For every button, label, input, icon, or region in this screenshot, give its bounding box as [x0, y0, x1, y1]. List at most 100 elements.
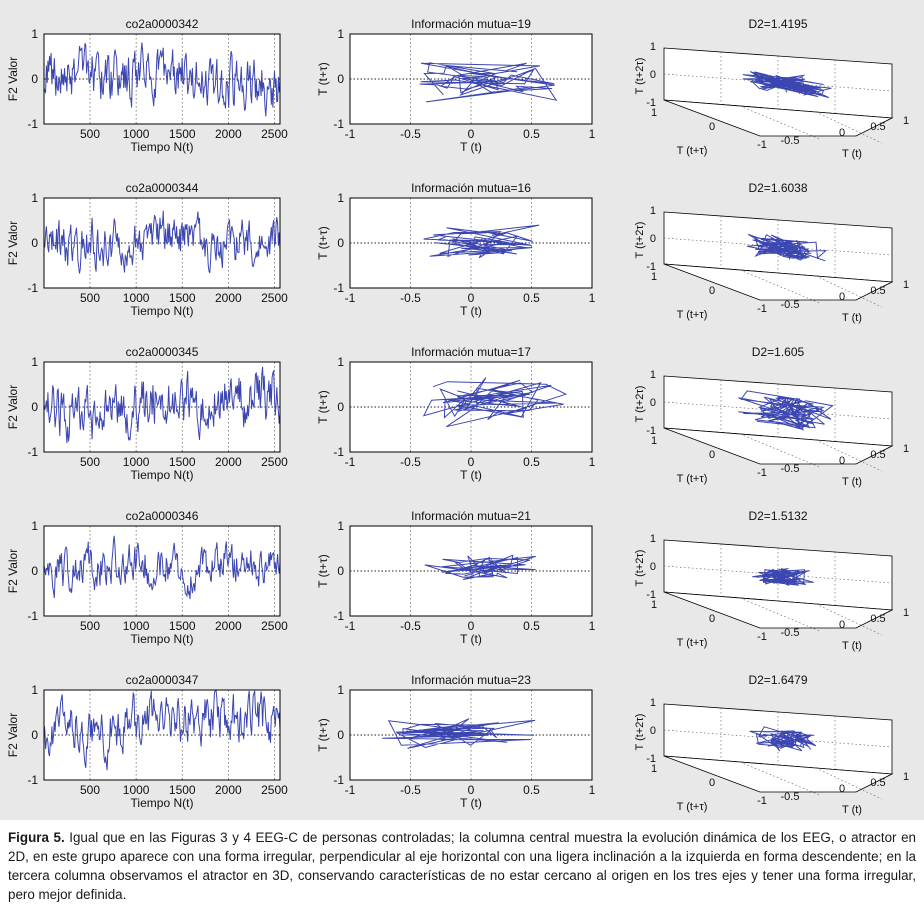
x-tick-label: -1 — [757, 467, 767, 479]
y-tick-label: 0 — [31, 236, 38, 250]
y-tick-label: 0 — [839, 455, 845, 467]
y-tick-label: 0 — [839, 783, 845, 795]
y-tick-label: 0.5 — [870, 777, 885, 789]
series-line — [43, 366, 281, 444]
y-axis-label: F2 Valor — [6, 385, 20, 429]
y-tick-label: 0 — [31, 72, 38, 86]
y-tick-label: -0.5 — [781, 791, 800, 803]
y-axis-label: F2 Valor — [6, 57, 20, 101]
series-line — [43, 42, 281, 117]
attractor-2d-chart: -1 -0.5 0 0.5 1 1 0 -1 Información mutua=16 T (t)… — [316, 181, 596, 318]
z-axis-label: T (t) — [842, 804, 862, 816]
x-tick-label: 1500 — [169, 619, 196, 633]
chart-title: co2a0000344 — [126, 181, 199, 195]
caption-text: Igual que en las Figuras 3 y 4 EEG-C de … — [8, 830, 916, 902]
y-tick-label: -0.5 — [781, 135, 800, 147]
y-tick-label: -1 — [333, 445, 344, 459]
z-axis-label: T (t) — [842, 476, 862, 488]
x-tick-label: 1 — [589, 783, 596, 797]
x-tick-label: 0 — [709, 777, 715, 789]
y-tick-label: -1 — [333, 773, 344, 787]
grid-line — [739, 597, 821, 632]
x-tick-label: 1500 — [169, 783, 196, 797]
y-tick-label: 1 — [337, 355, 344, 369]
y-tick-label: 0.5 — [870, 285, 885, 297]
chart-title: D2=1.5132 — [748, 509, 807, 523]
figure-caption: Figura 5. Igual que en las Figuras 3 y 4… — [8, 828, 916, 904]
x-tick-label: 0.5 — [523, 291, 540, 305]
y-axis-label: T (t+τ) — [316, 226, 330, 260]
x-tick-label: -1 — [757, 795, 767, 807]
x-axis-label: T (t+τ) — [677, 801, 708, 813]
y-tick-label: 1 — [31, 27, 38, 41]
x-tick-label: -1 — [345, 291, 356, 305]
grid-line — [739, 105, 821, 140]
x-tick-label: -0.5 — [400, 291, 421, 305]
eeg-timeseries-chart: 500 1000 1500 2000 2500 1 0 -1 co2a0000346 Tiempo… — [6, 509, 288, 646]
y-tick-label: 0 — [31, 728, 38, 742]
series-line — [382, 718, 536, 749]
x-tick-label: 1 — [589, 619, 596, 633]
x-axis-label: T (t+τ) — [677, 309, 708, 321]
series-line — [742, 71, 832, 99]
y-tick-label: -1 — [27, 445, 38, 459]
x-tick-label: 0 — [709, 613, 715, 625]
x-tick-label: 1 — [651, 599, 657, 611]
grid-line — [739, 761, 821, 796]
x-tick-label: 1000 — [123, 291, 150, 305]
y-tick-label: -1 — [333, 117, 344, 131]
chart-title: Información mutua=16 — [411, 181, 531, 195]
y-axis-label: T (t+2τ) — [634, 550, 646, 587]
y-tick-label: 0 — [839, 127, 845, 139]
plot-frame — [43, 525, 281, 617]
y-tick-label: 0 — [337, 236, 344, 250]
plot-frame — [349, 689, 593, 781]
y-tick-label: 1 — [337, 27, 344, 41]
x-tick-label: 1000 — [123, 455, 150, 469]
x-tick-label: 1500 — [169, 127, 196, 141]
x-tick-label: -0.5 — [400, 127, 421, 141]
z-tick-label: 0 — [650, 69, 656, 81]
y-axis-label: F2 Valor — [6, 713, 20, 757]
x-axis-label: T (t) — [460, 632, 482, 646]
z-tick-label: 1 — [650, 697, 656, 709]
y-tick-label: -1 — [27, 609, 38, 623]
x-tick-label: 2000 — [215, 783, 242, 797]
y-tick-label: 0 — [839, 291, 845, 303]
grid-line — [815, 275, 882, 308]
z-tick-label: -1 — [646, 97, 656, 109]
chart-title: co2a0000346 — [126, 509, 199, 523]
z-tick-label: 0 — [650, 561, 656, 573]
y-tick-label: 0.5 — [870, 449, 885, 461]
y-axis-label: F2 Valor — [6, 221, 20, 265]
x-tick-label: 2000 — [215, 291, 242, 305]
y-tick-label: 1 — [337, 683, 344, 697]
x-axis-label: Tiempo N(t) — [131, 304, 194, 318]
grid-line — [815, 111, 882, 144]
x-axis-label: T (t+τ) — [677, 473, 708, 485]
chart-title: Información mutua=17 — [411, 345, 531, 359]
y-tick-label: 1 — [903, 279, 909, 291]
grid-line — [739, 433, 821, 468]
z-tick-label: -1 — [646, 589, 656, 601]
z-tick-label: 0 — [650, 233, 656, 245]
series-line — [424, 554, 536, 580]
caption-label: Figura 5. — [8, 830, 65, 845]
x-tick-label: 0 — [709, 285, 715, 297]
eeg-timeseries-chart: 500 1000 1500 2000 2500 1 0 -1 co2a0000342 Tiempo… — [6, 17, 288, 154]
x-tick-label: 500 — [80, 455, 100, 469]
x-tick-label: 2500 — [261, 455, 288, 469]
x-tick-label: 500 — [80, 619, 100, 633]
plot-frame — [349, 525, 593, 617]
x-axis-label: T (t) — [460, 304, 482, 318]
x-tick-label: -1 — [345, 783, 356, 797]
series-line — [43, 535, 281, 600]
chart-title: Información mutua=19 — [411, 17, 531, 31]
y-tick-label: 0.5 — [870, 121, 885, 133]
series-line — [43, 210, 281, 274]
x-tick-label: 2000 — [215, 619, 242, 633]
series-line — [423, 224, 540, 259]
